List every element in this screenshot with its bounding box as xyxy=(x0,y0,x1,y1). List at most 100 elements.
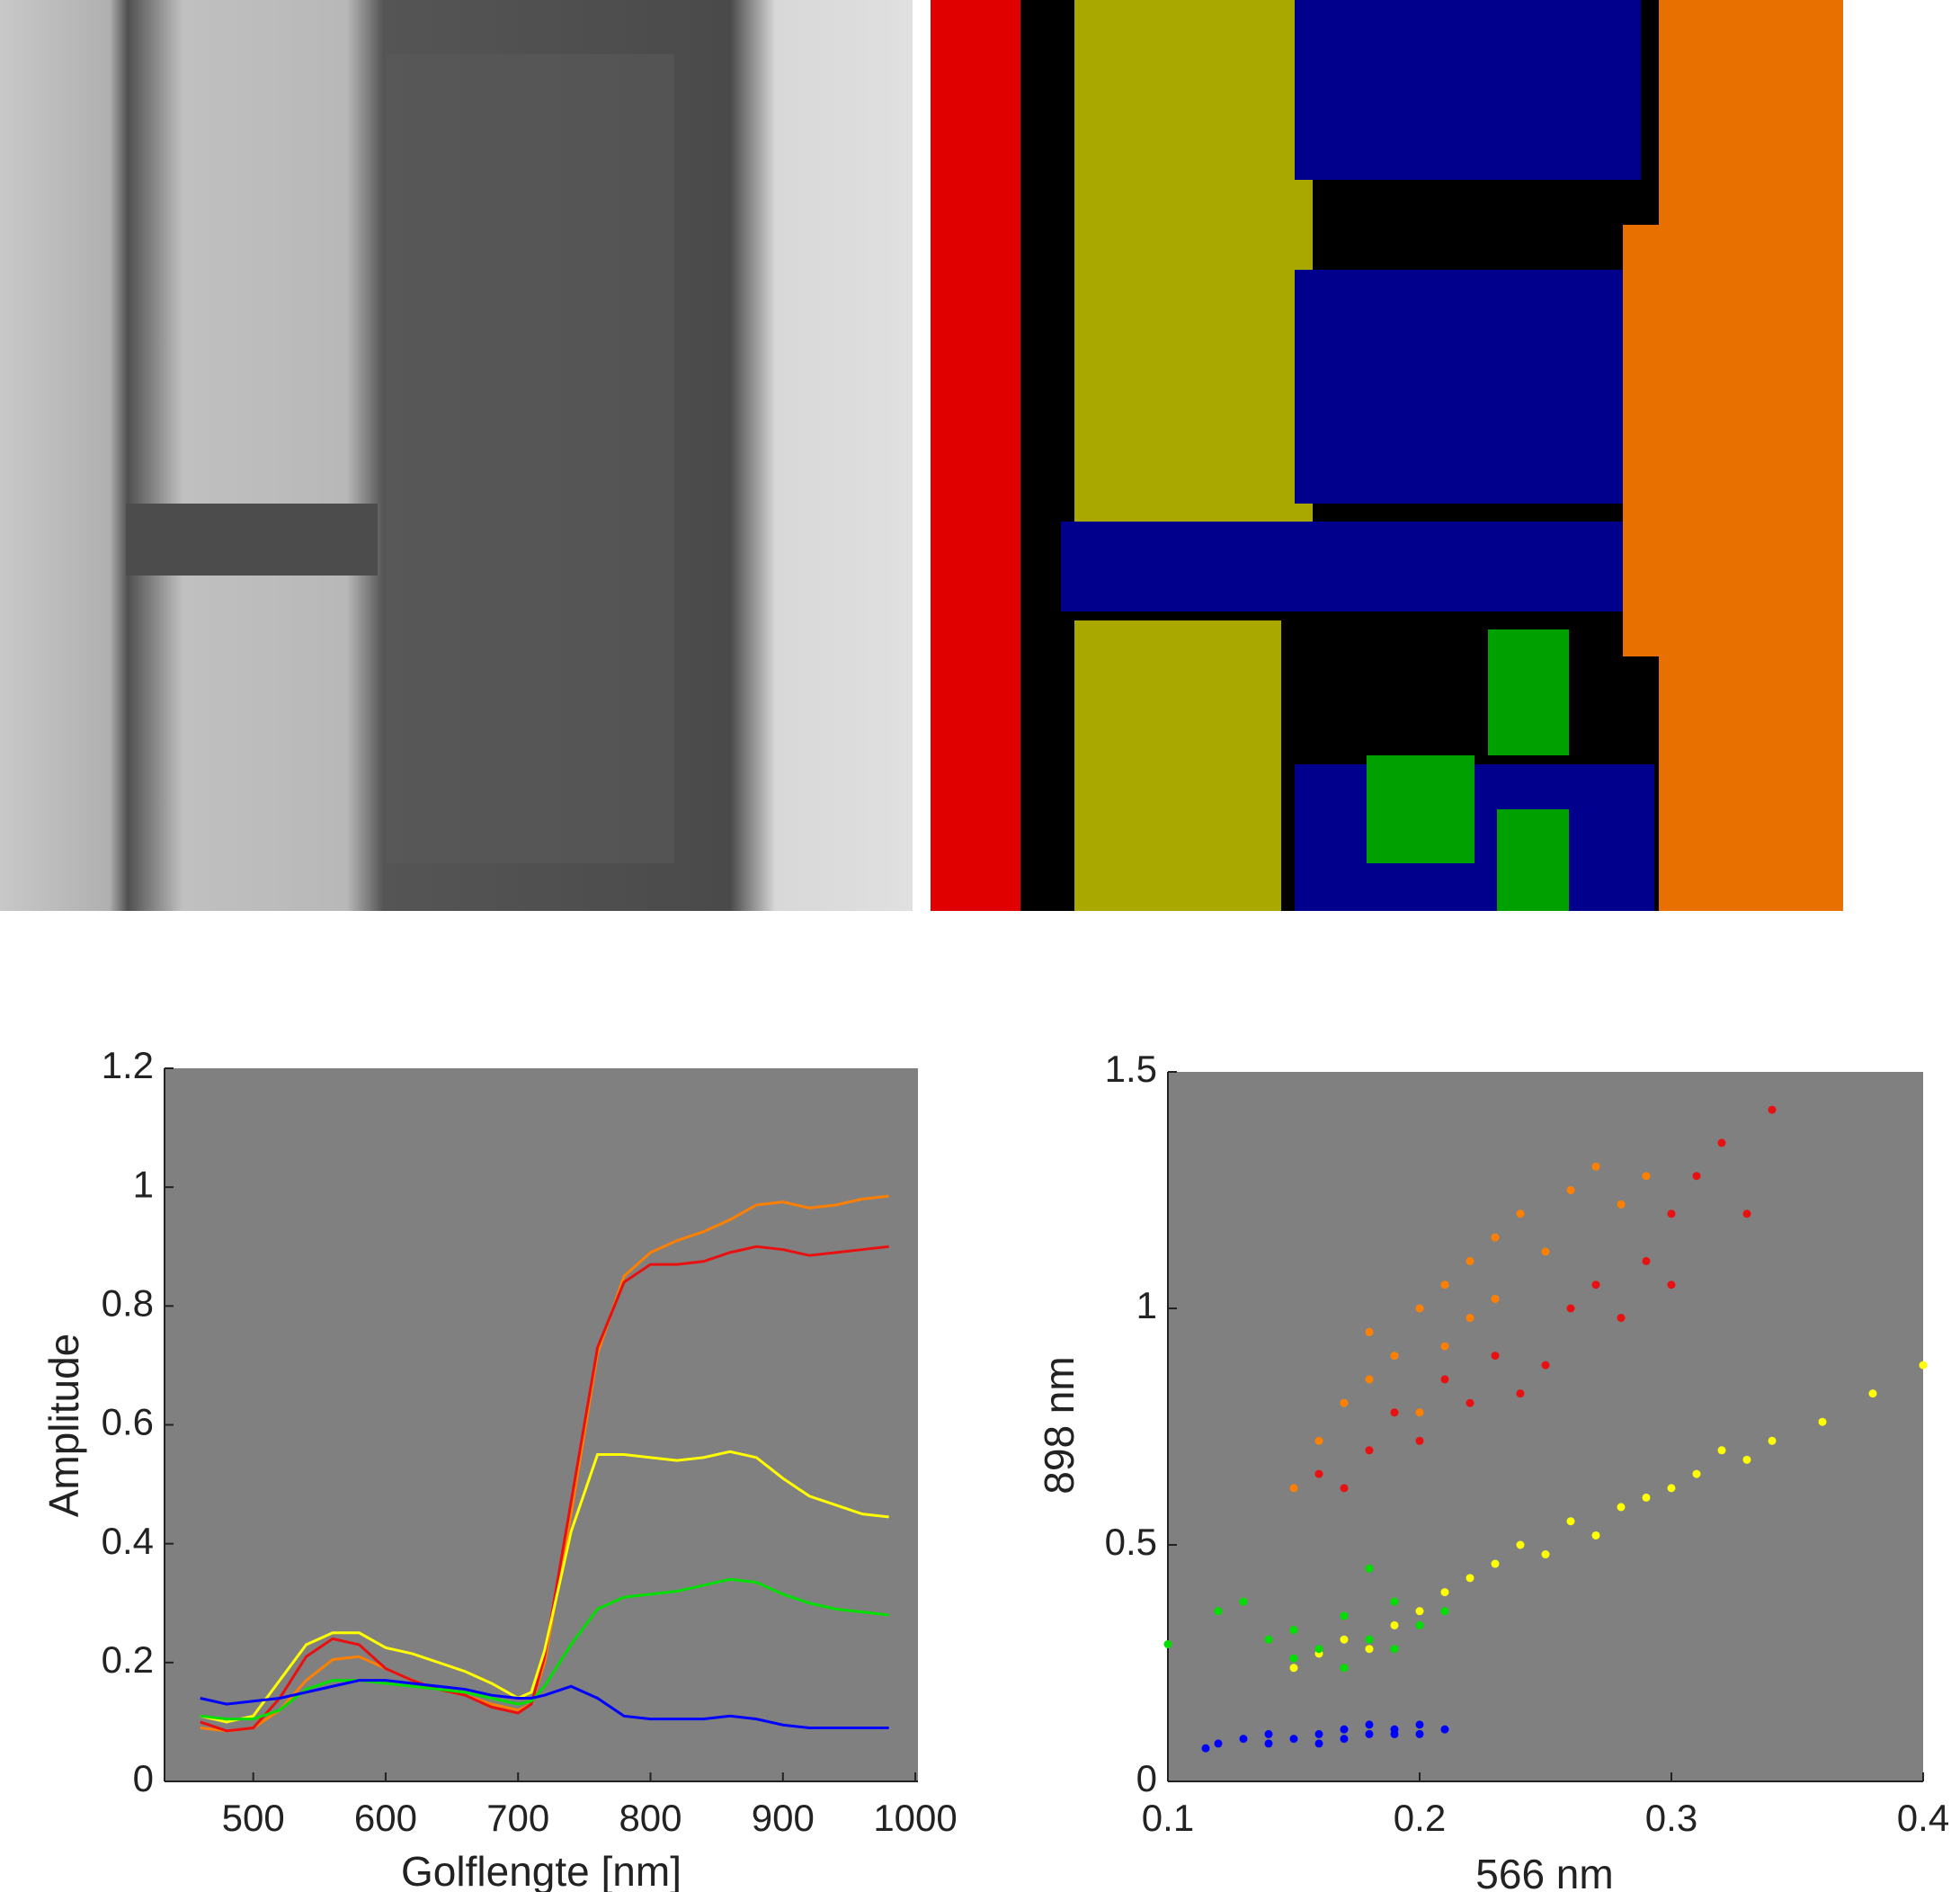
scatter-point xyxy=(1466,1256,1474,1265)
scatter-point xyxy=(1264,1729,1273,1738)
scatter-point xyxy=(1340,1725,1349,1734)
scatter-point xyxy=(1440,1375,1449,1384)
scatter-point xyxy=(1365,1720,1374,1729)
scatter-point xyxy=(1340,1611,1349,1620)
scatter-point xyxy=(1566,1304,1575,1313)
line-series xyxy=(200,1450,889,1724)
scatter-point xyxy=(1390,1352,1399,1361)
scatter-point xyxy=(1365,1635,1374,1644)
scatter-point xyxy=(1440,1342,1449,1351)
scatter-point xyxy=(1516,1540,1525,1549)
y-tick-label: 0 xyxy=(1136,1757,1157,1799)
scatter-point xyxy=(1415,1729,1424,1738)
scatter-point xyxy=(1466,1398,1474,1407)
x-tick-label: 0.1 xyxy=(1142,1797,1194,1839)
scatter-point xyxy=(1201,1744,1210,1753)
line-series xyxy=(200,1577,889,1721)
scatter-point xyxy=(1415,1720,1424,1729)
scatter-point xyxy=(1365,1446,1374,1455)
x-axis-label: Golflengte [nm] xyxy=(401,1848,682,1892)
scatter-point xyxy=(1466,1574,1474,1583)
grayscale-image xyxy=(0,0,913,911)
scatter-point xyxy=(1340,1664,1349,1673)
scatter-point xyxy=(1466,1314,1474,1323)
x-tick-label: 800 xyxy=(619,1797,682,1839)
scatter-point xyxy=(1491,1559,1500,1568)
x-tick-label: 900 xyxy=(752,1797,815,1839)
y-tick-label: 0.6 xyxy=(102,1401,154,1443)
scatter-point xyxy=(1541,1247,1550,1256)
scatter-point xyxy=(1289,1664,1298,1673)
line-series xyxy=(200,1679,889,1730)
scatter-point xyxy=(1289,1484,1298,1493)
y-tick-label: 1 xyxy=(133,1163,154,1205)
scatter-point xyxy=(1742,1209,1751,1218)
scatter-point xyxy=(1314,1739,1323,1748)
y-tick-label: 1.2 xyxy=(102,1044,154,1086)
scatter-point xyxy=(1617,1503,1626,1512)
y-tick-label: 0.8 xyxy=(102,1281,154,1324)
scatter-point xyxy=(1591,1281,1600,1290)
x-tick-label: 600 xyxy=(354,1797,417,1839)
y-axis-label: 898 nm xyxy=(1036,1356,1082,1494)
scatter-point xyxy=(1566,1186,1575,1194)
scatter-point xyxy=(1289,1735,1298,1744)
scatter-point xyxy=(1214,1739,1223,1748)
scatter-point xyxy=(1591,1162,1600,1171)
scatter-point xyxy=(1617,1314,1626,1323)
scatter-point xyxy=(1591,1531,1600,1539)
scatter-point xyxy=(1340,1635,1349,1644)
scatter-point xyxy=(1440,1281,1449,1290)
scatter-point xyxy=(1163,1639,1172,1648)
scatter-point xyxy=(1415,1607,1424,1616)
scatter-point xyxy=(1365,1645,1374,1654)
scatter-point xyxy=(1365,1564,1374,1573)
scatter-point xyxy=(1692,1172,1701,1181)
scatter-point xyxy=(1415,1436,1424,1445)
scatter-point xyxy=(1314,1729,1323,1738)
scatter-point xyxy=(1642,1172,1651,1181)
scatter-point xyxy=(1390,1597,1399,1606)
x-tick-label: 0.2 xyxy=(1394,1797,1446,1839)
scatter-point xyxy=(1617,1200,1626,1209)
scatter-point xyxy=(1415,1620,1424,1629)
scatter-point xyxy=(1340,1398,1349,1407)
scatter-point xyxy=(1239,1735,1248,1744)
scatter-point xyxy=(1365,1729,1374,1738)
scatter-point xyxy=(1692,1469,1701,1478)
scatter-point xyxy=(1440,1588,1449,1597)
y-tick-label: 0.5 xyxy=(1105,1521,1157,1563)
scatter-point xyxy=(1717,1446,1726,1455)
scatter-point xyxy=(1214,1607,1223,1616)
scatter-point xyxy=(1667,1281,1676,1290)
scatter-point xyxy=(1541,1550,1550,1559)
scatter-point xyxy=(1768,1436,1777,1445)
scatter-point xyxy=(1667,1209,1676,1218)
scatter-point xyxy=(1415,1408,1424,1417)
scatter-point xyxy=(1491,1294,1500,1303)
scatter-point xyxy=(1390,1645,1399,1654)
x-tick-label: 0.4 xyxy=(1897,1797,1949,1839)
scatter-point xyxy=(1491,1352,1500,1361)
scatter-point xyxy=(1390,1408,1399,1417)
scatter-point xyxy=(1566,1517,1575,1526)
scatter-point xyxy=(1818,1417,1827,1426)
scatter-point xyxy=(1742,1455,1751,1464)
scatter-point xyxy=(1919,1361,1928,1370)
scatter-point xyxy=(1365,1327,1374,1336)
plot-area xyxy=(1168,1072,1923,1781)
scatter-point xyxy=(1314,1645,1323,1654)
scatter-point xyxy=(1314,1469,1323,1478)
scatter-point xyxy=(1516,1389,1525,1398)
x-tick-label: 1000 xyxy=(873,1797,957,1839)
line-series xyxy=(200,1245,889,1733)
scatter-point xyxy=(1390,1725,1399,1734)
y-axis-label: Amplitude xyxy=(40,1334,87,1518)
scatter-point xyxy=(1289,1626,1298,1635)
scatter-point xyxy=(1289,1654,1298,1663)
scatter-point xyxy=(1491,1233,1500,1242)
x-tick-label: 700 xyxy=(486,1797,549,1839)
scatter-point xyxy=(1667,1484,1676,1493)
scatter-point xyxy=(1415,1304,1424,1313)
